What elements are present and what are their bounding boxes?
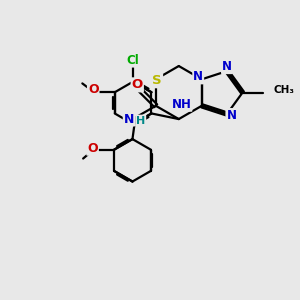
Text: CH₃: CH₃ <box>274 85 295 94</box>
Text: O: O <box>132 78 143 92</box>
Text: N: N <box>222 60 232 73</box>
Text: N: N <box>193 70 203 83</box>
Text: O: O <box>87 142 98 155</box>
Text: O: O <box>88 83 98 96</box>
Text: H: H <box>136 116 145 125</box>
Text: S: S <box>152 74 162 87</box>
Text: N: N <box>124 112 134 126</box>
Text: Cl: Cl <box>127 54 140 67</box>
Text: N: N <box>226 109 236 122</box>
Text: NH: NH <box>172 98 191 111</box>
